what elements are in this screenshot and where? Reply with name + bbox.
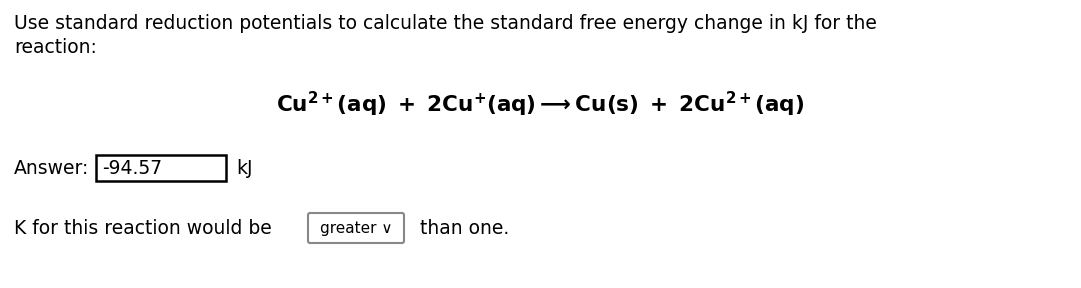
Text: reaction:: reaction: (14, 38, 97, 57)
Text: Answer:: Answer: (14, 158, 90, 177)
Text: greater ∨: greater ∨ (320, 221, 392, 236)
Text: than one.: than one. (421, 219, 509, 238)
FancyBboxPatch shape (308, 213, 404, 243)
FancyBboxPatch shape (96, 155, 226, 181)
Text: -94.57: -94.57 (102, 158, 162, 177)
Text: Use standard reduction potentials to calculate the standard free energy change i: Use standard reduction potentials to cal… (14, 14, 877, 33)
Text: kJ: kJ (236, 158, 253, 177)
Text: $\mathbf{Cu^{2+}(aq)\ +\ 2Cu^{+}(aq){\longrightarrow}Cu(s)\ +\ 2Cu^{2+}(aq)}$: $\mathbf{Cu^{2+}(aq)\ +\ 2Cu^{+}(aq){\lo… (277, 90, 804, 119)
Text: K for this reaction would be: K for this reaction would be (14, 219, 271, 238)
